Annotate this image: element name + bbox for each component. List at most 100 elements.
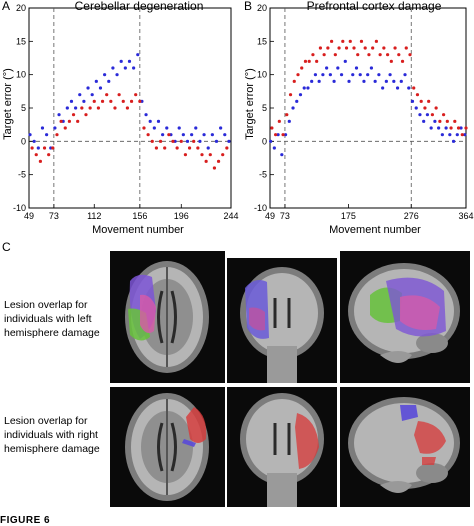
panel-b-series-1-point-36 <box>404 46 408 50</box>
panel-a-ytick-label-4: 10 <box>16 70 26 80</box>
panel-b-series-0-point-50 <box>455 133 459 137</box>
panel-a-series-1-point-31 <box>158 139 163 143</box>
panel-b-xtick-label-2: 175 <box>341 211 356 221</box>
panel-b-series-0-point-16 <box>328 73 332 77</box>
panel-a-xtick-label-2: 112 <box>87 211 101 221</box>
panel-a-series-1-point-16 <box>96 106 101 110</box>
figure-label: FIGURE 6 <box>0 515 51 526</box>
left-hemisphere-caption: Lesion overlap for individuals with left… <box>4 299 100 339</box>
panel-a-series-0-point-36 <box>177 126 181 130</box>
panel-b-xtick-label-1: 73 <box>280 211 290 221</box>
brain-coronal-right-image <box>227 387 337 507</box>
panel-b-ytick-label-2: 0 <box>262 136 267 146</box>
brain-sagittal-right-image <box>340 387 470 507</box>
panel-b-series-1-point-30 <box>382 46 386 50</box>
panel-b-letter: B <box>244 0 253 13</box>
panel-a-series-1-point-7 <box>59 119 63 123</box>
panel-b-series-0-point-2 <box>276 133 280 137</box>
panel-b-ytick-label-0: -10 <box>254 203 267 213</box>
panel-b-title: Prefrontal cortex damage <box>306 0 442 13</box>
panel-a-series-0-point-28 <box>144 113 148 117</box>
panel-a-xtick-label-1: 73 <box>49 211 59 221</box>
panel-a-series-0-point-3 <box>40 126 45 130</box>
panel-b-series-0-point-47 <box>444 126 448 130</box>
panel-a-series-1-point-40 <box>196 146 200 150</box>
panel-a-series-0-point-25 <box>132 66 136 70</box>
panel-a-series-0-point-32 <box>161 133 165 137</box>
panel-a-series-1-point-36 <box>179 139 183 143</box>
brain-coronal-left-image <box>227 258 337 383</box>
panel-b-series-1-point-52 <box>464 126 468 130</box>
panel-a-series-1-point-2 <box>38 159 42 163</box>
panel-b-series-1-point-29 <box>378 53 382 57</box>
panel-b-xlabel: Movement number <box>329 224 421 236</box>
panel-a-series-0-point-7 <box>57 113 61 117</box>
brain-sagittal-left-image <box>340 251 470 383</box>
panel-b-xtick-label-4: 364 <box>458 211 473 221</box>
panel-a-series-1-point-32 <box>163 146 167 150</box>
panel-a-series-1-point-42 <box>204 159 208 163</box>
panel-a-plot-frame <box>28 7 232 209</box>
panel-b-series-1-point-19 <box>341 39 345 43</box>
panel-a-series-1-point-38 <box>187 146 192 150</box>
panel-b-series-0-point-46 <box>440 133 444 137</box>
panel-a-series-1-point-1 <box>34 153 38 157</box>
panel-b-ytick-label-6: 20 <box>257 3 267 13</box>
panel-a-series-0-point-24 <box>127 59 132 63</box>
panel-b-series-1-point-14 <box>322 53 326 57</box>
panel-a-ytick-label-5: 15 <box>16 36 26 46</box>
panel-b-series-0-point-32 <box>388 73 392 77</box>
panel-b-series-0-point-39 <box>414 106 418 110</box>
panel-b-ytick-label-4: 10 <box>257 70 267 80</box>
panel-b-series-1-point-43 <box>430 113 434 117</box>
panel-a-series-1-point-15 <box>92 99 96 103</box>
panel-b-series-1-point-13 <box>318 46 322 50</box>
panel-b-series-1-point-3 <box>281 133 285 137</box>
panel-b-series-1-point-50 <box>456 126 461 130</box>
panel-a-series-0-point-26 <box>136 53 140 57</box>
panel-b-series-1-point-18 <box>337 46 341 50</box>
panel-b-series-0-point-35 <box>399 79 403 83</box>
panel-a-series-1-point-9 <box>67 119 71 123</box>
panel-b-series-0-point-30 <box>381 86 385 90</box>
panel-a-series-0-point-46 <box>219 126 223 130</box>
panel-a-title: Cerebellar degeneration <box>74 0 204 13</box>
panel-b-series-0-point-36 <box>403 73 407 77</box>
panel-a-series-0-point-16 <box>94 79 98 83</box>
panel-b-series-0-point-1 <box>272 146 276 150</box>
panel-a-series-0-point-2 <box>36 146 40 150</box>
panel-b-series-1-point-48 <box>449 126 453 130</box>
panel-a-series-0-point-45 <box>214 139 219 143</box>
panel-a-series-0-point-38 <box>185 139 190 143</box>
panel-b-series-1-point-6 <box>292 79 296 83</box>
panel-b-series-1-point-28 <box>374 39 378 43</box>
panel-a-xlabel: Movement number <box>92 224 184 236</box>
panel-b-series-0-point-43 <box>429 126 433 130</box>
panel-a-series-0-point-30 <box>152 126 156 130</box>
panel-b-series-0-point-10 <box>306 86 310 90</box>
panel-b-series-0-point-20 <box>343 59 347 63</box>
panel-b-series-1-point-8 <box>300 66 304 70</box>
panel-a-ytick-label-3: 5 <box>21 103 26 113</box>
panel-a-series-0-point-20 <box>111 66 115 70</box>
panel-a-series-1-point-20 <box>113 106 117 110</box>
panel-b-series-1-point-5 <box>288 93 293 97</box>
panel-b-ytick-label-5: 15 <box>257 36 267 46</box>
panel-b-series-0-point-44 <box>433 119 437 123</box>
panel-b-series-1-point-23 <box>356 53 360 57</box>
panel-a-series-1-point-6 <box>55 133 59 137</box>
panel-a-series-0-point-31 <box>156 119 161 123</box>
panel-a-series-1-point-28 <box>146 133 150 137</box>
panel-b-series-0-point-12 <box>313 73 318 77</box>
panel-b-series-1-point-41 <box>423 106 427 110</box>
panel-b-series-1-point-20 <box>344 46 349 50</box>
panel-b-series-1-point-31 <box>386 53 390 57</box>
panel-b-xtick-label-0: 49 <box>265 211 275 221</box>
panel-b-series-1-point-21 <box>348 39 352 43</box>
panel-a-xtick-label-5: 244 <box>223 211 238 221</box>
panel-b-series-0-point-38 <box>410 99 415 103</box>
panel-a-series-1-point-30 <box>154 146 159 150</box>
panel-b-series-1-point-35 <box>400 59 405 63</box>
panel-a-series-1-point-8 <box>63 126 67 130</box>
panel-a-series-1-point-5 <box>51 146 55 150</box>
